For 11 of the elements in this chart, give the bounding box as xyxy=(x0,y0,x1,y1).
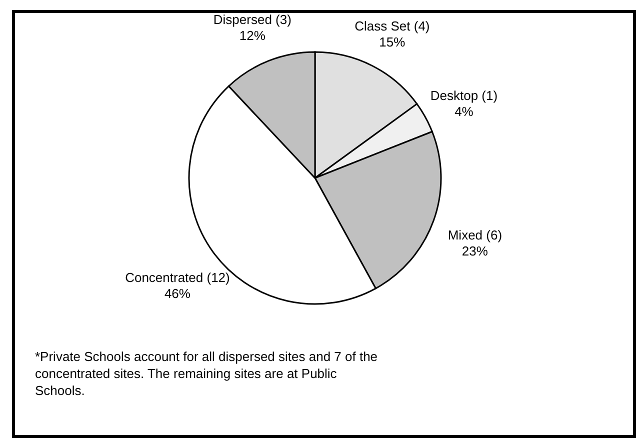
data-label: 15% xyxy=(379,34,406,50)
data-label: 4% xyxy=(454,104,474,120)
data-label: 46% xyxy=(164,286,191,301)
text: *Private Schools account for all dispersed sites and 7 of the concentrated sites. The remaining sites are at Public Schools. xyxy=(35,349,378,398)
data-label: 12% xyxy=(239,28,266,43)
slice-label: Desktop (1) xyxy=(430,88,498,104)
slice-label: Mixed (6) xyxy=(448,228,502,243)
data-label: 23% xyxy=(462,244,488,259)
slice-label: Concentrated (12) xyxy=(125,270,230,285)
slice-label: Dispersed (3) xyxy=(213,12,292,27)
slice-label: Class Set (4) xyxy=(354,18,430,34)
